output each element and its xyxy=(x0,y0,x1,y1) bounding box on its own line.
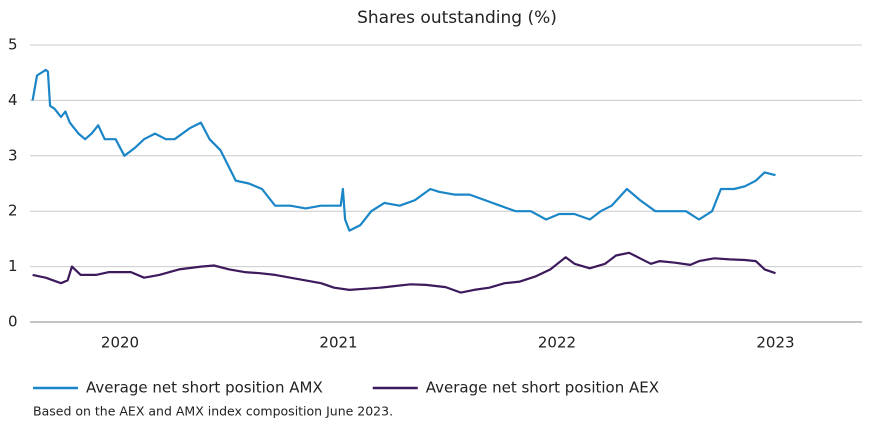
legend-label: Average net short position AEX xyxy=(426,379,659,397)
chart-title: Shares outstanding (%) xyxy=(357,8,557,28)
legend-label: Average net short position AMX xyxy=(86,379,323,397)
data-line xyxy=(32,251,776,294)
x-tick-label: 2020 xyxy=(101,334,139,352)
y-tick-label: 2 xyxy=(8,202,18,220)
y-tick-label: 0 xyxy=(8,313,18,331)
data-line xyxy=(31,68,776,232)
y-tick-label: 1 xyxy=(8,257,18,275)
x-tick-label: 2022 xyxy=(538,334,576,352)
y-tick-label: 5 xyxy=(8,36,18,54)
y-tick-label: 4 xyxy=(8,91,18,109)
y-tick-label: 3 xyxy=(8,146,18,164)
footnote: Based on the AEX and AMX index compositi… xyxy=(33,404,393,419)
x-tick-label: 2021 xyxy=(319,334,357,352)
x-tick-label: 2023 xyxy=(756,334,794,352)
